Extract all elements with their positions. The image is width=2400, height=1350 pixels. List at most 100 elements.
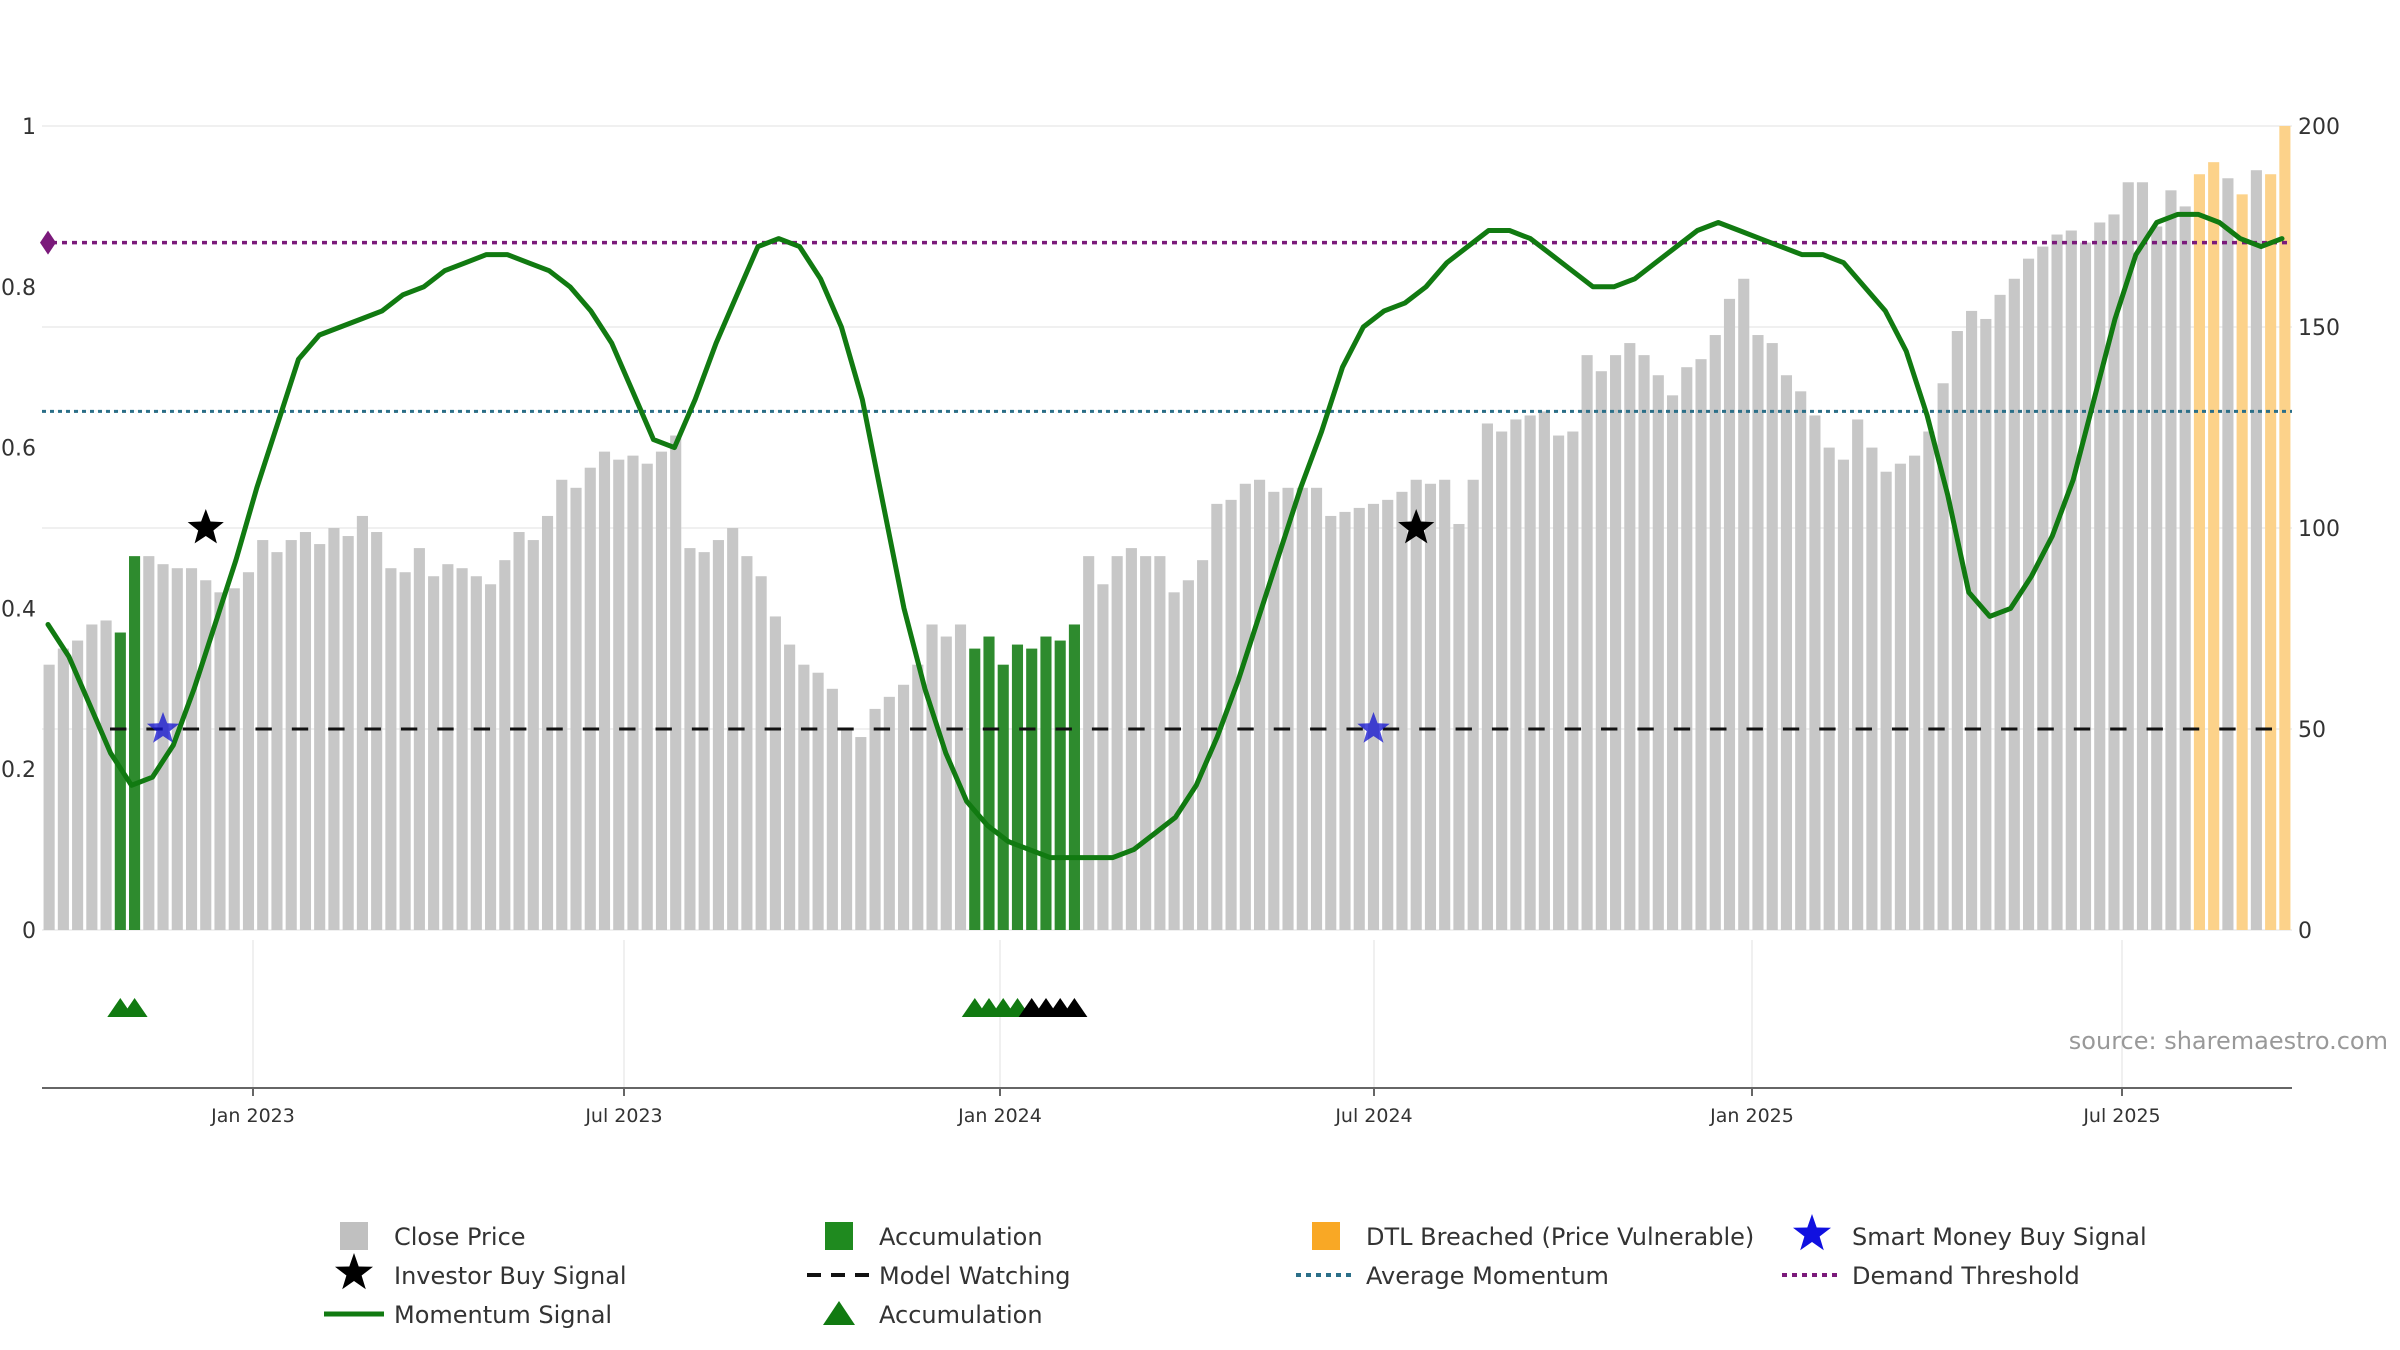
bar-close	[185, 568, 198, 930]
bar-close	[641, 463, 653, 930]
left-axis-tick: 0.6	[1, 437, 36, 462]
bar-close	[2051, 234, 2063, 931]
bar-close	[1909, 455, 1921, 930]
left-axis-tick: 0.4	[1, 597, 36, 622]
bar-close	[1610, 355, 1622, 930]
bar-close	[1325, 515, 1337, 930]
bar-close	[456, 568, 468, 930]
bar-close	[1752, 335, 1764, 930]
bar-close	[1410, 479, 1422, 930]
bar-close	[1496, 431, 1508, 930]
demand-threshold-marker	[40, 230, 56, 255]
bar-close	[1083, 556, 1095, 930]
legend-label: Accumulation	[879, 1301, 1043, 1329]
bar-close	[100, 620, 112, 930]
bar-close	[1097, 584, 1109, 930]
bar-close	[214, 592, 226, 930]
bar-close	[86, 624, 98, 930]
bar-close	[954, 624, 967, 930]
bar-close	[171, 568, 183, 930]
source-label: source: sharemaestro.com	[2069, 1027, 2388, 1055]
bar-close	[655, 451, 668, 930]
legend-label: Close Price	[394, 1223, 526, 1251]
bar-close	[1595, 371, 1607, 931]
bar-close	[371, 532, 383, 930]
bar-close	[2165, 190, 2177, 930]
bar-dtl	[2193, 174, 2205, 931]
bar-close	[1681, 367, 1693, 930]
left-axis-tick: 0.2	[1, 758, 36, 783]
bar-close	[1809, 415, 1821, 930]
bar-close	[684, 548, 696, 930]
bar-close	[1182, 580, 1194, 930]
bar-close	[1980, 318, 1992, 931]
right-axis-tick: 150	[2298, 316, 2340, 341]
bar-close	[1966, 310, 1978, 930]
bar-close	[855, 737, 867, 930]
bar-close	[1695, 359, 1707, 930]
accumulation-triangle	[121, 998, 148, 1017]
bar-close	[841, 729, 853, 930]
bar-close	[1339, 511, 1351, 930]
bar-close	[200, 580, 212, 930]
momentum-line	[45, 211, 2285, 861]
bar-close	[755, 576, 767, 930]
bar-close	[556, 479, 568, 930]
bar-close	[428, 576, 440, 930]
x-axis-tick: Jul 2024	[1334, 1105, 1412, 1127]
bar-close	[399, 572, 411, 930]
bar-close	[1353, 507, 1365, 930]
bar-close	[299, 532, 312, 930]
bar-close	[898, 684, 910, 930]
legend-label: DTL Breached (Price Vulnerable)	[1366, 1223, 1754, 1251]
bar-close	[1439, 479, 1451, 930]
bar-close	[2250, 170, 2262, 931]
legend-label: Model Watching	[879, 1262, 1071, 1290]
legend-swatch	[335, 1253, 373, 1290]
bar-dtl	[2279, 126, 2291, 930]
bar-close	[698, 552, 710, 930]
bar-close	[228, 588, 240, 930]
bar-close	[470, 576, 482, 930]
bar-close	[285, 540, 297, 930]
legend-swatch	[340, 1222, 368, 1250]
bar-close	[499, 560, 511, 930]
bar-close	[627, 455, 639, 930]
bar-close	[2094, 222, 2106, 931]
bar-close	[541, 515, 554, 930]
bar-close	[1567, 431, 1579, 930]
bar-close	[798, 664, 810, 930]
smart-money-buy-signal	[1357, 712, 1390, 743]
bar-close	[1837, 459, 1849, 930]
bar-close	[385, 568, 397, 930]
bar-dtl	[2265, 174, 2277, 931]
left-axis-tick: 1	[22, 115, 36, 140]
x-axis-tick: Jan 2023	[210, 1105, 295, 1127]
bar-close	[926, 624, 938, 930]
bar-close	[670, 435, 682, 930]
bar-close	[1154, 556, 1166, 930]
smart-money-buy-signal	[146, 712, 180, 743]
bar-close	[1197, 560, 1209, 930]
bar-close	[143, 556, 155, 930]
bar-close	[1538, 411, 1550, 930]
bar-close	[1424, 483, 1437, 930]
bar-close	[2179, 206, 2191, 930]
bar-close	[1211, 503, 1223, 930]
bar-close	[598, 451, 611, 930]
bar-close	[826, 688, 838, 930]
bar-close	[1666, 395, 1679, 931]
legend: Close Price Accumulation DTL Breached (Pri…	[324, 1214, 2147, 1329]
bar-close	[769, 616, 781, 930]
bar-close	[1111, 556, 1123, 930]
legend-swatch	[1793, 1214, 1831, 1251]
bar-close	[1396, 491, 1408, 930]
bar-close	[1310, 487, 1323, 930]
right-axis-tick: 0	[2298, 919, 2312, 944]
bar-close	[1382, 499, 1394, 930]
bar-close	[157, 564, 169, 930]
bar-close	[1524, 415, 1536, 930]
black-triangle	[1061, 998, 1088, 1017]
bar-accumulation	[1040, 636, 1052, 930]
bar-close	[1125, 548, 1137, 930]
